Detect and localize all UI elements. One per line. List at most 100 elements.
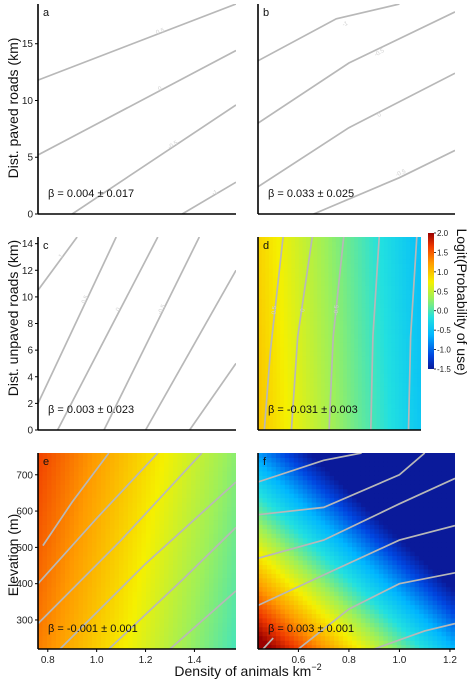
heatmap-cell [191,484,197,490]
heatmap-cell [141,457,147,463]
heatmap-cell [293,573,299,579]
heatmap-cell [376,263,381,269]
contour-label: 0.5 [272,305,279,315]
heatmap-cell [295,241,300,247]
heatmap-cell [265,267,270,273]
heatmap-cell [227,510,233,516]
heatmap-cell [164,506,170,512]
heatmap-cell [376,302,381,308]
heatmap-cell [311,591,317,597]
heatmap-cell [204,573,210,579]
heatmap-cell [334,524,340,530]
heatmap-cell [269,315,274,321]
heatmap-cell [409,285,415,291]
heatmap-cell [329,488,335,494]
heatmap-cell [69,510,75,516]
heatmap-cell [119,533,125,539]
beta-annotation: β = 0.003 ± 0.023 [48,404,134,416]
contour-label: -0.5 [334,304,341,315]
heatmap-cell [105,617,111,623]
heatmap-cell [417,245,421,251]
heatmap-cell [137,537,143,543]
heatmap-cell [155,533,161,539]
heatmap-cell [369,333,374,339]
heatmap-cell [309,390,315,396]
heatmap-cell [168,595,174,601]
heatmap-cell [56,622,62,628]
heatmap-cell [311,470,317,476]
heatmap-cell [398,381,404,387]
heatmap-cell [284,608,290,614]
heatmap-cell [146,568,152,574]
heatmap-cell [328,237,333,242]
heatmap-cell [383,421,389,427]
heatmap-cell [110,537,116,543]
heatmap-cell [383,272,389,278]
heatmap-cell [137,564,143,570]
heatmap-cell [380,386,385,392]
heatmap-cell [316,484,322,490]
heatmap-cell [262,470,268,476]
heatmap-cell [320,524,326,530]
heatmap-cell [258,479,264,485]
heatmap-cell [132,546,138,552]
heatmap-cell [293,519,299,525]
heatmap-cell [324,399,329,405]
heatmap-cell [101,519,107,525]
heatmap-cell [284,493,290,499]
heatmap-cell [272,403,278,409]
heatmap-cell [328,368,333,374]
heatmap-cell [306,315,311,321]
heatmap-cell [186,622,192,628]
heatmap-cell [283,386,289,392]
heatmap-cell [231,461,236,467]
heatmap-cell [287,351,292,357]
heatmap-cell [227,631,233,637]
heatmap-cell [186,457,192,463]
heatmap-cell [258,568,264,574]
heatmap-cell [114,453,120,459]
heatmap-cell [298,241,304,247]
heatmap-cell [74,600,80,606]
heatmap-cell [289,484,295,490]
heatmap-cell [328,359,333,365]
heatmap-cell [200,577,206,583]
heatmap-cell [65,542,71,548]
heatmap-cell [309,416,315,422]
heatmap-cell [209,591,215,597]
heatmap-cell [347,595,353,601]
heatmap-cell [358,377,363,383]
heatmap-cell [87,622,93,628]
heatmap-cell [383,355,389,361]
heatmap-cell [266,635,273,641]
heatmap-cell [380,329,385,335]
heatmap-cell [283,289,289,295]
heatmap-cell [275,479,281,485]
heatmap-cell [365,425,370,430]
heatmap-cell [110,613,116,619]
heatmap-cell [365,276,370,282]
heatmap-cell [338,533,344,539]
heatmap-cell [38,493,44,499]
heatmap-cell [406,324,411,330]
heatmap-cell [395,364,400,370]
heatmap-cell [101,631,107,637]
heatmap-cell [78,591,84,597]
heatmap-cell [105,631,111,637]
heatmap-cell [313,368,318,374]
heatmap-cell [332,421,337,427]
heatmap-cell [173,635,179,641]
heatmap-cell [313,302,318,308]
heatmap-cell [266,582,273,588]
heatmap-cell [295,285,300,291]
heatmap-cell [372,368,378,374]
heatmap-cell [395,324,400,330]
heatmap-cell [313,276,318,282]
heatmap-cell [38,613,44,619]
heatmap-cell [191,640,197,646]
heatmap-cell [338,586,344,592]
heatmap-cell [51,488,57,494]
heatmap-cell [186,488,192,494]
heatmap-cell [186,613,192,619]
